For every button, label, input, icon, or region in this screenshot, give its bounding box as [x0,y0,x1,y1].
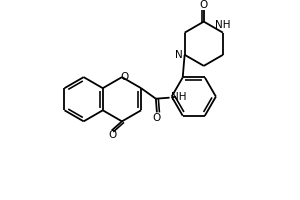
Text: O: O [200,0,208,10]
Text: NH: NH [171,92,187,102]
Text: O: O [153,113,161,123]
Text: N: N [175,50,183,60]
Text: O: O [120,72,129,82]
Text: NH: NH [215,20,231,30]
Text: O: O [108,130,117,140]
